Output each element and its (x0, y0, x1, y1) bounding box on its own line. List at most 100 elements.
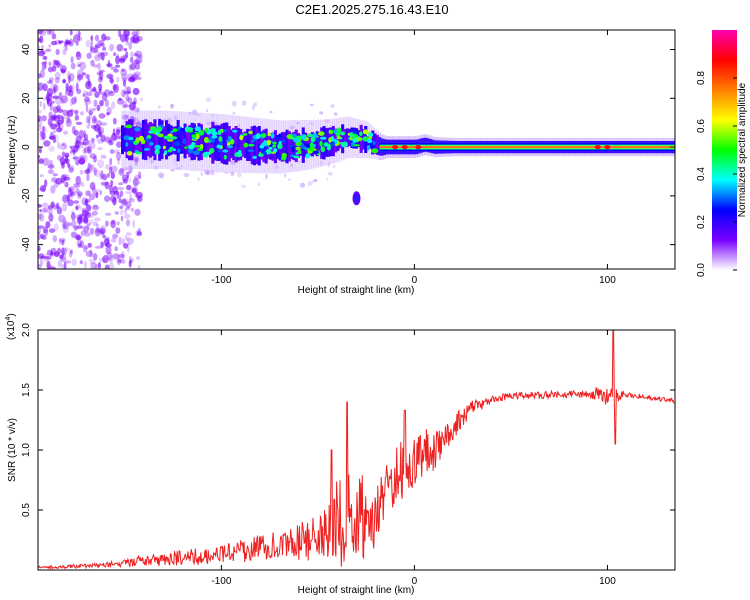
spectrogram-noise-speck (108, 262, 115, 269)
spectrogram-noise-speck (48, 145, 55, 152)
spectrogram-noise-speck (128, 76, 136, 83)
spectrogram-noise-speck (46, 98, 53, 107)
spectrogram-noise-speck (119, 208, 124, 216)
spectrogram-noise-speck (100, 241, 104, 249)
spectrogram-panel: -100 0 100 -40 -20 0 20 40 Height of straight … (7, 29, 676, 296)
spectrogram-noise-speck (118, 30, 122, 38)
spectrogram-noise-speck (86, 124, 90, 130)
spectrogram-band-speckle (223, 128, 228, 133)
spectrogram-noise-speck (78, 216, 81, 225)
spectrogram-band-core (222, 122, 226, 165)
spectrogram-noise-speck (87, 140, 92, 146)
spectrogram-noise-speck (40, 126, 48, 135)
spectrogram-noise-speck (52, 114, 56, 120)
spectrogram-band-speckle (272, 144, 277, 148)
spectrogram-noise-speck (94, 54, 102, 62)
spectrogram-band-speckle (305, 153, 311, 159)
spectrogram-noise-speck (38, 147, 42, 154)
spectrogram-noise-speck (132, 87, 140, 96)
spectrogram-noise-speck (112, 84, 117, 91)
spectrogram-noise-speck (68, 90, 74, 97)
spectrogram-noise-speck (104, 89, 111, 97)
spectrogram-noise-speck (101, 93, 108, 102)
spectrogram-noise-speck (47, 30, 52, 36)
spectrogram-noise-speck (84, 154, 88, 163)
spectrogram-noise-speck (91, 141, 96, 150)
spectrogram-noise-speck (118, 236, 122, 246)
spectrogram-band-speckle (194, 145, 202, 148)
spectrogram-noise-speck (76, 61, 83, 66)
spectrogram-scatter-speck (333, 164, 336, 169)
spectrogram-noise-speck (67, 199, 74, 207)
spectrogram-noise-speck (53, 252, 60, 257)
spectrogram-band-speckle (232, 129, 238, 133)
spectrogram-noise-speck (60, 116, 65, 124)
spectrogram-noise-speck (100, 181, 109, 186)
spectrogram-scatter-speck (324, 119, 330, 123)
snr-y-tick-label: 1.0 (21, 443, 32, 457)
colorbar: 0.0 0.2 0.4 0.6 0.8 Normalized spectral ampl… (696, 30, 748, 277)
spectrogram-noise-speck (75, 121, 83, 125)
spectrogram-band-core (151, 123, 155, 157)
spectrogram-band-core (239, 128, 243, 161)
spectrogram-noise-speck (136, 196, 141, 201)
spectrogram-band-speckle (248, 143, 255, 147)
snr-x-tick-label: -100 (211, 576, 231, 587)
spectrogram-noise-speck (38, 115, 42, 119)
spectrogram-noise-speck (71, 125, 76, 135)
spectrogram-noise-speck (63, 262, 67, 269)
figure-title: C2E1.2025.275.16.43.E10 (295, 2, 448, 17)
spectrogram-noise-speck (130, 238, 134, 244)
spectrogram-noise-speck (97, 53, 103, 58)
spectrogram-scatter-speck (206, 121, 212, 126)
snr-scale-label-text: (x10 (6, 320, 17, 340)
spectrogram-noise-speck (57, 247, 62, 254)
spectrogram-noise-speck (50, 185, 56, 194)
spectrogram-scatter-speck (158, 172, 164, 178)
spectrogram-noise-speck (48, 266, 56, 269)
spectrogram-noise-speck (53, 129, 57, 134)
spectrogram-noise-speck (123, 213, 131, 219)
spectrogram-noise-speck (69, 190, 77, 197)
spectrogram-noise-speck (38, 30, 44, 35)
spectrogram-noise-speck (93, 155, 97, 163)
spectrogram-noise-speck (41, 132, 46, 140)
spectrogram-noise-speck (69, 145, 73, 149)
spectrogram-noise-speck (95, 136, 100, 141)
spectrogram-band-speckle (320, 146, 326, 153)
spectrogram-band-core (216, 125, 220, 161)
spectrogram-noise-speck (65, 41, 72, 45)
spectrogram-band-speckle (356, 137, 363, 141)
spectrogram-scatter-speck (330, 104, 335, 108)
spectrogram-noise-speck (47, 204, 53, 210)
spectrogram-scatter-speck (150, 160, 154, 164)
spectrogram-band-core (206, 129, 210, 156)
spectrogram-noise-speck (125, 171, 131, 175)
spectrogram-band-core (322, 126, 326, 160)
spectrogram-noise-speck (74, 96, 77, 104)
spectrogram-noise-speck (70, 249, 73, 255)
spectrogram-noise-speck (48, 213, 54, 222)
spectrogram-noise-speck (63, 130, 69, 135)
spectrogram-band-speckle (147, 137, 152, 142)
spectrogram-noise-speck (38, 263, 42, 269)
spectrogram-x-tick-label: 100 (599, 275, 616, 286)
spectrogram-band-speckle (170, 136, 178, 140)
spectrogram-noise-speck (90, 40, 94, 47)
spectrogram-noise-speck (70, 212, 76, 221)
spectrogram-band-speckle (148, 130, 153, 134)
spectrogram-noise-speck (94, 43, 99, 48)
spectrogram-noise-speck (60, 263, 65, 269)
spectrogram-noise-speck (104, 163, 111, 170)
spectrogram-scatter-speck (175, 167, 181, 170)
spectrogram-noise-speck (90, 46, 98, 50)
spectrogram-noise-speck (66, 116, 71, 124)
spectrogram-noise-speck (40, 69, 45, 79)
spectrogram-x-tick-label: -100 (211, 275, 231, 286)
spectrogram-scatter-speck (231, 100, 237, 107)
spectrogram-noise-speck (88, 107, 94, 116)
spectrogram-scatter-speck (230, 171, 235, 176)
spectrogram-noise-speck (85, 204, 92, 212)
spectrogram-band-speckle (172, 128, 178, 133)
spectrogram-band-core (294, 129, 298, 162)
